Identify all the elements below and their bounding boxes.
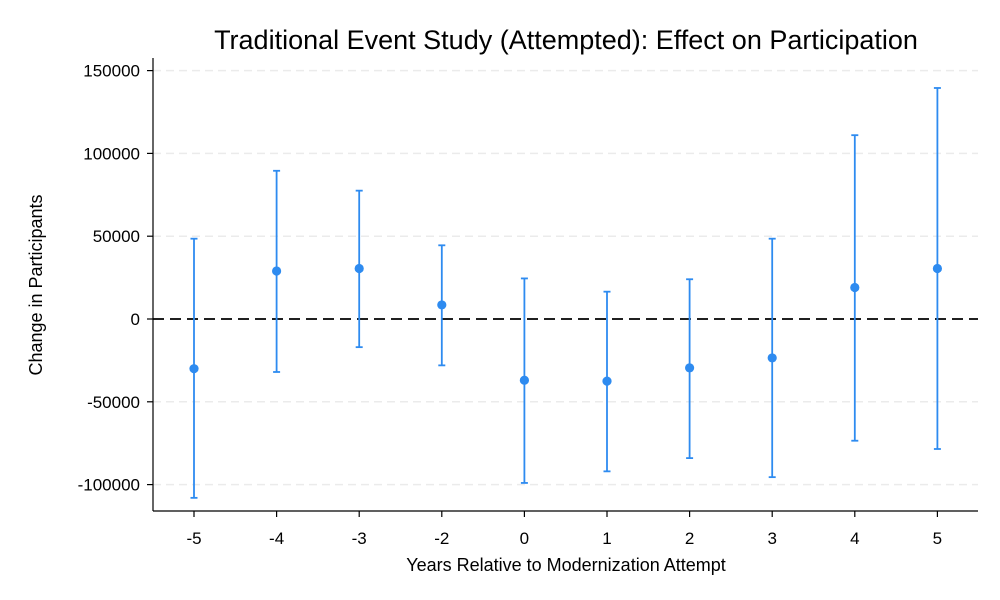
y-tick-label: 150000 (83, 62, 140, 81)
y-tick-label: 50000 (93, 227, 140, 246)
y-axis-ticks: 150000 100000 50000 0 -50000 -100000 (78, 62, 153, 495)
x-tick-label: 0 (520, 529, 529, 548)
x-tick-label: 5 (933, 529, 942, 548)
point-estimate (519, 375, 530, 385)
x-tick-label: 1 (602, 529, 611, 548)
estimate-1 (602, 290, 612, 473)
point-estimate (767, 353, 777, 363)
estimate-3 (767, 237, 777, 479)
estimate-0 (519, 277, 530, 484)
x-tick-label: -4 (269, 529, 284, 548)
chart-title: Traditional Event Study (Attempted): Eff… (214, 25, 918, 55)
point-estimate (685, 363, 695, 373)
y-tick-label: -100000 (78, 476, 140, 495)
estimate--3 (354, 189, 364, 349)
x-tick-label: -5 (186, 529, 201, 548)
estimate-5 (932, 87, 943, 450)
x-tick-label: 2 (685, 529, 694, 548)
x-axis-ticks: -5 -4 -3 -2 0 1 2 3 4 5 (186, 511, 942, 548)
point-estimate (272, 266, 282, 276)
estimate-4 (850, 134, 860, 442)
x-axis-label: Years Relative to Modernization Attempt (406, 555, 726, 575)
point-estimate (602, 376, 612, 386)
axes (152, 58, 978, 512)
estimate--2 (437, 244, 447, 367)
estimate--5 (189, 237, 199, 499)
x-tick-label: 3 (767, 529, 776, 548)
estimate-2 (685, 278, 695, 460)
grid-lines (153, 69, 978, 486)
estimate--4 (272, 169, 282, 373)
x-tick-label: -2 (434, 529, 449, 548)
point-estimate (354, 263, 364, 274)
point-estimate (189, 364, 199, 374)
point-estimate (850, 282, 860, 293)
y-tick-label: 0 (131, 310, 140, 329)
x-tick-label: 4 (850, 529, 859, 548)
y-tick-label: -50000 (87, 393, 140, 412)
point-estimate (437, 300, 447, 310)
y-axis-label: Change in Participants (26, 194, 46, 375)
y-tick-label: 100000 (83, 144, 140, 163)
point-estimate (932, 263, 943, 274)
data-marks (189, 87, 943, 499)
x-tick-label: -3 (352, 529, 367, 548)
